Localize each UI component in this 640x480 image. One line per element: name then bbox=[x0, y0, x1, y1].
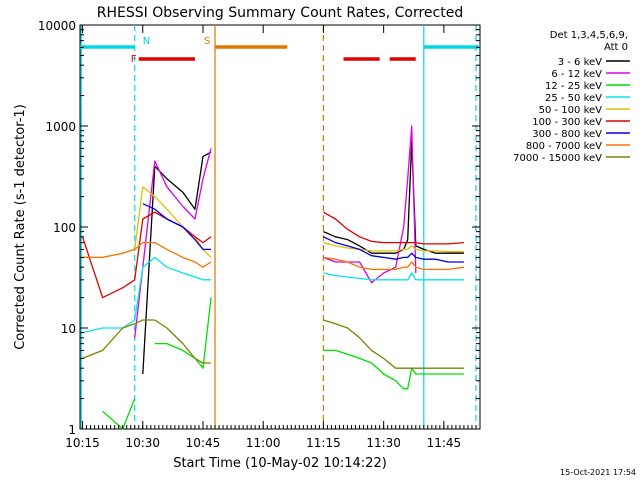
x-tick-label: 11:15 bbox=[306, 436, 341, 450]
legend-label: 6 - 12 keV bbox=[551, 69, 602, 80]
legend-label: 7000 - 15000 keV bbox=[513, 153, 602, 164]
chart-title: RHESSI Observing Summary Count Rates, Co… bbox=[97, 5, 463, 21]
legend-header-line: Det 1,3,4,5,6,9, bbox=[550, 30, 628, 41]
legend-label: 800 - 7000 keV bbox=[526, 141, 602, 152]
legend-header-line: Att 0 bbox=[604, 42, 628, 53]
legend-label: 25 - 50 keV bbox=[545, 93, 602, 104]
series-line-2 bbox=[134, 125, 417, 338]
x-tick-label: 11:00 bbox=[246, 436, 281, 450]
y-tick-label: 100 bbox=[53, 221, 76, 235]
x-tick-label: 11:30 bbox=[366, 436, 401, 450]
flag-label-night: N bbox=[143, 36, 150, 47]
legend-label: 50 - 100 keV bbox=[539, 105, 603, 116]
series-line-9 bbox=[82, 319, 464, 369]
series-lines bbox=[81, 125, 464, 430]
flag-label-flare: F bbox=[131, 54, 137, 65]
y-tick-label: 10 bbox=[61, 322, 76, 336]
flag-label-attenuator: S bbox=[204, 36, 210, 47]
legend-label: 300 - 800 keV bbox=[532, 129, 602, 140]
y-axis-label: Corrected Count Rate (s-1 detector-1) bbox=[13, 104, 28, 350]
series-line-4 bbox=[82, 256, 464, 334]
legend-label: 100 - 300 keV bbox=[532, 117, 602, 128]
y-tick-label: 1000 bbox=[45, 120, 76, 134]
x-tick-label: 11:45 bbox=[427, 436, 462, 450]
y-tick-label: 10000 bbox=[38, 19, 76, 33]
x-tick-label: 10:15 bbox=[65, 436, 100, 450]
series-line-7 bbox=[142, 203, 464, 263]
timestamp: 15-Oct-2021 17:54 bbox=[560, 468, 636, 477]
y-axis-ticks: 1 10 100 1000 10000 bbox=[38, 19, 480, 437]
x-axis-ticks: 10:15 10:30 10:45 11:00 11:15 11:30 11:45 bbox=[65, 25, 481, 450]
x-axis-label: Start Time (10-May-02 10:14:22) bbox=[173, 456, 387, 471]
legend-label: 12 - 25 keV bbox=[545, 81, 602, 92]
x-tick-label: 10:45 bbox=[186, 436, 221, 450]
flag-bars: NF S bbox=[80, 36, 480, 65]
x-tick-label: 10:30 bbox=[125, 436, 160, 450]
series-line-6 bbox=[81, 211, 464, 299]
series-line-8 bbox=[82, 241, 464, 271]
series-line-3 bbox=[102, 297, 464, 430]
legend-label: 3 - 6 keV bbox=[558, 57, 602, 68]
y-tick-label: 1 bbox=[68, 423, 76, 437]
